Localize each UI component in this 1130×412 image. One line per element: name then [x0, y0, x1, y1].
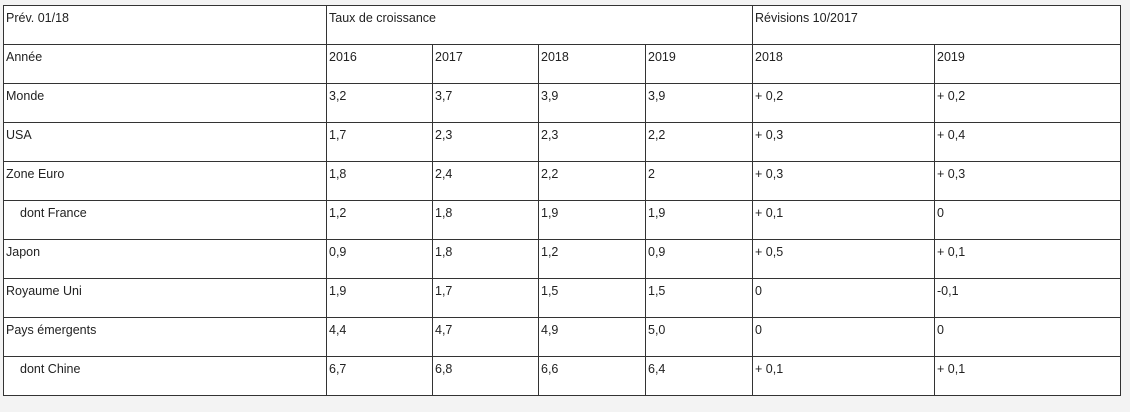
year-header-row: Année 2016 2017 2018 2019 2018 2019 [3, 44, 1122, 84]
value-cell: + 0,2 [752, 83, 936, 123]
value-cell: 1,5 [538, 278, 646, 318]
row-label: USA [3, 122, 327, 162]
value-cell: 1,7 [326, 122, 433, 162]
value-cell: 1,9 [644, 200, 754, 240]
value-cell: 6,4 [644, 356, 754, 396]
year-header-cell: 2016 [326, 44, 433, 84]
value-cell: 6,8 [432, 356, 539, 396]
value-cell: 0 [934, 200, 1122, 240]
value-cell: 2,2 [644, 122, 754, 162]
value-cell: + 0,1 [752, 200, 936, 240]
value-cell: + 0,2 [934, 83, 1122, 123]
growth-table-container: Prév. 01/18 Taux de croissance Révisions… [3, 5, 1122, 396]
year-header-cell: 2019 [644, 44, 754, 84]
table-row: dont Chine 6,7 6,8 6,6 6,4 + 0,1 + 0,1 [3, 356, 1122, 396]
year-header-cell: 2019 [934, 44, 1122, 84]
value-cell: 4,9 [538, 317, 646, 357]
row-label: dont Chine [3, 356, 327, 396]
value-cell: 1,9 [326, 278, 433, 318]
value-cell: 1,9 [538, 200, 646, 240]
value-cell: 2,3 [432, 122, 539, 162]
value-cell: 1,7 [432, 278, 539, 318]
value-cell: -0,1 [934, 278, 1122, 318]
value-cell: 2 [644, 161, 754, 201]
table-row: Monde 3,2 3,7 3,9 3,9 + 0,2 + 0,2 [3, 83, 1122, 123]
year-header-cell: 2018 [752, 44, 936, 84]
value-cell: 2,4 [432, 161, 539, 201]
value-cell: 1,8 [432, 200, 539, 240]
value-cell: + 0,5 [752, 239, 936, 279]
value-cell: + 0,1 [934, 239, 1122, 279]
value-cell: 5,0 [644, 317, 754, 357]
table-header-row: Prév. 01/18 Taux de croissance Révisions… [3, 5, 1122, 45]
value-cell: 0 [752, 317, 936, 357]
value-cell: 1,5 [644, 278, 754, 318]
value-cell: 1,8 [326, 161, 433, 201]
row-label: dont France [3, 200, 327, 240]
value-cell: 0 [934, 317, 1122, 357]
value-cell: 3,2 [326, 83, 433, 123]
row-label: Royaume Uni [3, 278, 327, 318]
value-cell: + 0,1 [934, 356, 1122, 396]
table-corner-cell: Prév. 01/18 [3, 5, 327, 45]
value-cell: 6,6 [538, 356, 646, 396]
growth-forecast-table: Prév. 01/18 Taux de croissance Révisions… [3, 5, 1122, 396]
value-cell: 0,9 [644, 239, 754, 279]
value-cell: 1,2 [326, 200, 433, 240]
growth-rate-group-header: Taux de croissance [325, 5, 754, 45]
row-label: Japon [3, 239, 327, 279]
value-cell: 4,7 [432, 317, 539, 357]
year-header-cell: 2017 [432, 44, 539, 84]
table-row: USA 1,7 2,3 2,3 2,2 + 0,3 + 0,4 [3, 122, 1122, 162]
table-row: Royaume Uni 1,9 1,7 1,5 1,5 0 -0,1 [3, 278, 1122, 318]
value-cell: 3,7 [432, 83, 539, 123]
value-cell: + 0,3 [752, 122, 936, 162]
value-cell: 3,9 [644, 83, 754, 123]
value-cell: + 0,4 [934, 122, 1122, 162]
value-cell: 2,3 [538, 122, 646, 162]
value-cell: 3,9 [538, 83, 646, 123]
year-label-cell: Année [3, 44, 327, 84]
value-cell: 6,7 [326, 356, 433, 396]
value-cell: 4,4 [326, 317, 433, 357]
row-label: Zone Euro [3, 161, 327, 201]
value-cell: 0 [752, 278, 936, 318]
table-row: dont France 1,2 1,8 1,9 1,9 + 0,1 0 [3, 200, 1122, 240]
row-label: Monde [3, 83, 327, 123]
value-cell: 0,9 [326, 239, 433, 279]
row-label: Pays émergents [3, 317, 327, 357]
table-row: Pays émergents 4,4 4,7 4,9 5,0 0 0 [3, 317, 1122, 357]
value-cell: + 0,3 [934, 161, 1122, 201]
year-header-cell: 2018 [538, 44, 646, 84]
table-row: Zone Euro 1,8 2,4 2,2 2 + 0,3 + 0,3 [3, 161, 1122, 201]
value-cell: + 0,3 [752, 161, 936, 201]
value-cell: 1,2 [538, 239, 646, 279]
value-cell: 2,2 [538, 161, 646, 201]
table-row: Japon 0,9 1,8 1,2 0,9 + 0,5 + 0,1 [3, 239, 1122, 279]
value-cell: + 0,1 [752, 356, 936, 396]
value-cell: 1,8 [432, 239, 539, 279]
revisions-group-header: Révisions 10/2017 [752, 5, 1122, 45]
